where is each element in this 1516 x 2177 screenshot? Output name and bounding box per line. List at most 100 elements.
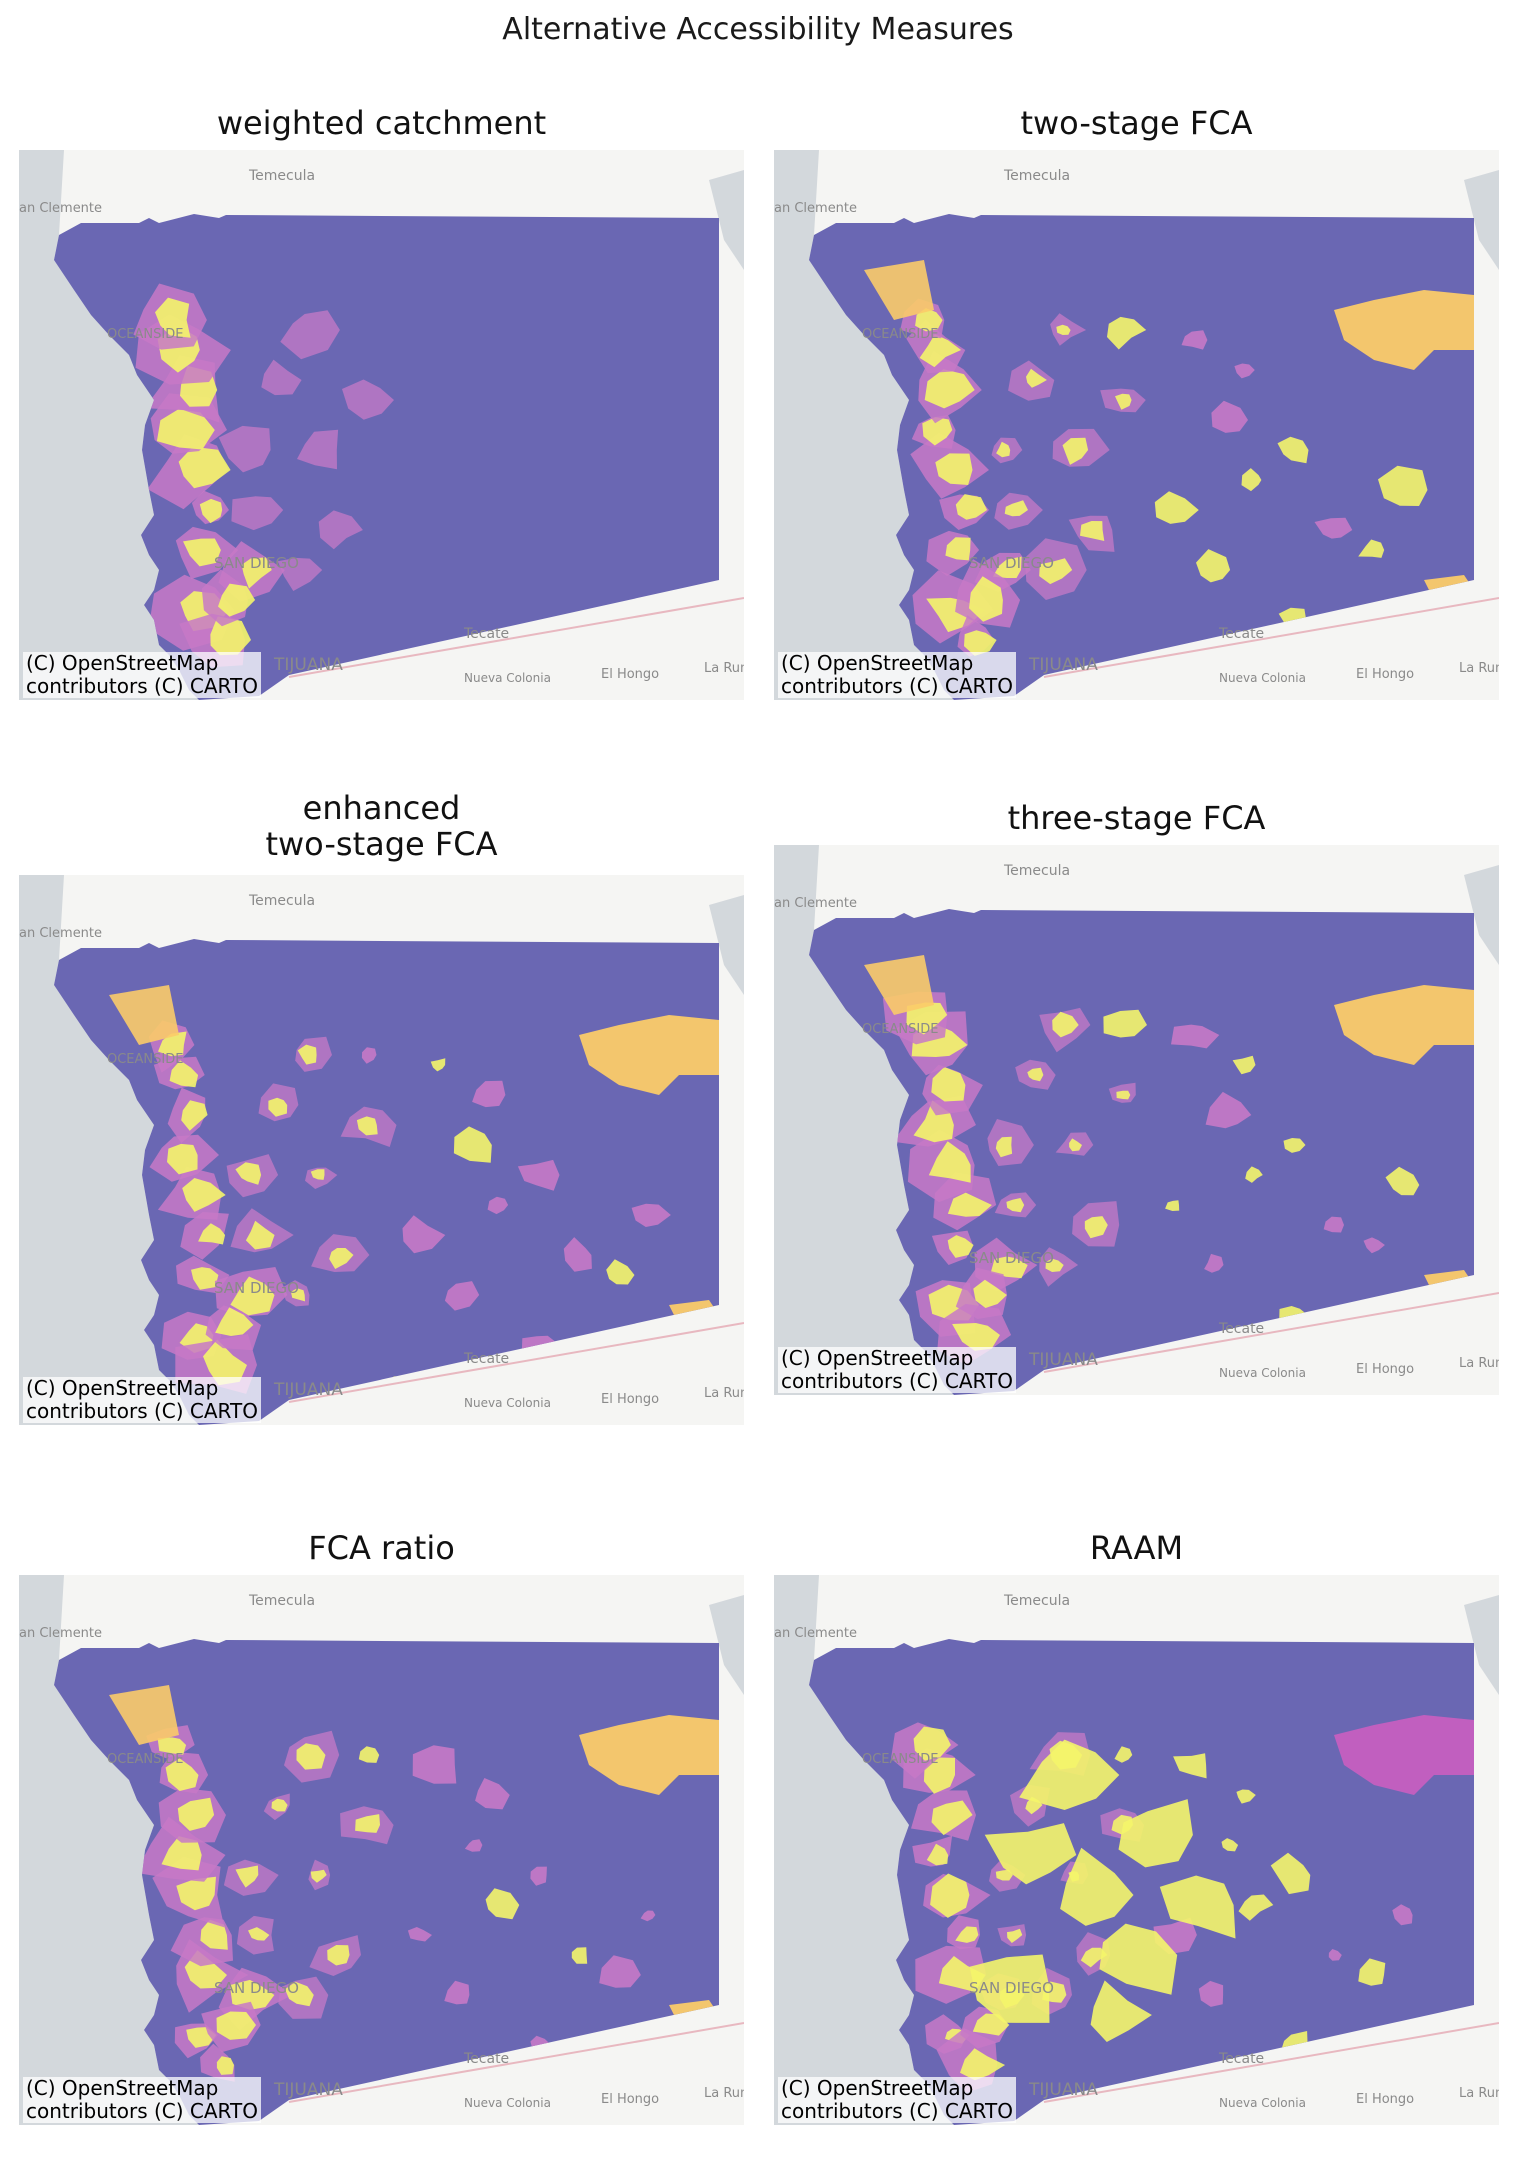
access-patch — [1019, 1739, 1120, 1810]
basemap-label: OCEANSIDE — [107, 1052, 183, 1067]
basemap-label: Temecula — [1003, 1593, 1070, 1609]
access-patch — [218, 425, 271, 473]
basemap-label: La Rumoro — [704, 1386, 744, 1401]
basemap-label: Tecate — [463, 1351, 509, 1367]
access-patch — [924, 369, 975, 409]
basemap-label: SAN DIEGO — [969, 554, 1054, 572]
access-patch — [945, 537, 971, 561]
access-patch — [947, 1235, 974, 1258]
access-patch — [947, 1192, 992, 1217]
access-patch — [930, 1873, 970, 1918]
access-patch — [472, 1080, 506, 1108]
basemap-label: El Hongo — [1356, 667, 1414, 682]
access-patch — [310, 1169, 325, 1180]
basemap-label: an Clemente — [774, 1626, 857, 1641]
access-patch — [640, 1910, 656, 1922]
access-patch — [995, 1136, 1013, 1158]
choropleth-map[interactable]: Temecula an Clemente OCEANSIDE SAN DIEGO Tec… — [19, 875, 744, 1425]
access-patch — [599, 1955, 641, 1988]
access-patch — [913, 1726, 951, 1761]
figure-title: Alternative Accessibility Measures — [502, 12, 1014, 47]
access-patch — [1392, 1904, 1413, 1926]
map-panel-weighted-catchment: weighted catchment Temecula an Clemente OCE… — [19, 105, 744, 725]
access-patch — [1084, 1216, 1108, 1239]
access-patch — [969, 1954, 1050, 2023]
access-patch — [955, 1926, 979, 1943]
access-patch — [356, 1116, 378, 1136]
panel-title: RAAM — [1089, 1529, 1184, 1567]
access-patch — [1211, 400, 1248, 433]
lake-shape — [1464, 170, 1499, 270]
access-patch — [407, 1927, 432, 1942]
access-patch — [1334, 290, 1474, 370]
accessibility-overlay — [891, 1715, 1474, 2109]
access-patch — [277, 557, 323, 591]
panel-title: three-stage FCA — [1007, 799, 1266, 837]
attribution-line-2: contributors (C) CARTO — [26, 1399, 258, 1423]
basemap-label: OCEANSIDE — [862, 1022, 938, 1037]
access-patch — [178, 446, 231, 489]
border-line — [1043, 1292, 1499, 1373]
attribution-line-2: contributors (C) CARTO — [781, 674, 1013, 698]
basemap-label: TIJUANA — [1028, 655, 1098, 675]
basemap-label: Nueva Colonia — [464, 2096, 551, 2110]
panel-title: two-stage FCA — [265, 825, 498, 863]
basemap-label: La Rumoro — [1459, 1356, 1499, 1371]
access-patch — [923, 1757, 955, 1794]
basemap-label: an Clemente — [774, 896, 857, 911]
access-patch — [995, 1869, 1013, 1881]
access-patch — [1314, 517, 1353, 539]
basemap-label: OCEANSIDE — [862, 327, 938, 342]
lake-shape — [709, 170, 744, 270]
access-patch — [177, 1797, 215, 1831]
choropleth-map[interactable]: Temecula an Clemente OCEANSIDE SAN DIEGO Tec… — [774, 845, 1499, 1395]
access-patch — [1107, 316, 1147, 350]
basemap-label: El Hongo — [1356, 1362, 1414, 1377]
basemap-label: La Rumoro — [1459, 2086, 1499, 2101]
basemap-label: Tecate — [463, 626, 509, 642]
attribution-line-2: contributors (C) CARTO — [781, 1369, 1013, 1393]
access-patch — [1232, 1055, 1256, 1075]
basemap-label: SAN DIEGO — [214, 554, 299, 572]
basemap-label: Tecate — [463, 2051, 509, 2067]
access-patch — [169, 1060, 199, 1088]
choropleth-map[interactable]: Temecula an Clemente OCEANSIDE SAN DIEGO Tec… — [19, 150, 744, 700]
access-patch — [475, 1778, 510, 1810]
access-patch — [631, 1203, 671, 1227]
choropleth-map[interactable]: Temecula an Clemente OCEANSIDE SAN DIEGO Tec… — [774, 1575, 1499, 2125]
basemap-label: Temecula — [248, 168, 315, 184]
access-patch — [182, 1178, 226, 1212]
access-patch — [329, 1248, 354, 1269]
basemap-label: El Hongo — [601, 667, 659, 682]
access-patch — [1080, 1947, 1108, 1968]
access-patch — [1245, 1166, 1263, 1183]
access-patch — [960, 2048, 1006, 2081]
access-patch — [1270, 1852, 1311, 1895]
border-line — [288, 597, 744, 678]
basemap-label: Tecate — [1218, 2051, 1264, 2067]
basemap-label: SAN DIEGO — [214, 1979, 299, 1997]
basemap-label: Tecate — [1218, 1321, 1264, 1337]
access-patch — [464, 1839, 483, 1852]
basemap-label: an Clemente — [19, 926, 102, 941]
access-patch — [1060, 1847, 1134, 1926]
basemap-label: El Hongo — [601, 1392, 659, 1407]
access-patch — [158, 1031, 187, 1057]
choropleth-map[interactable]: Temecula an Clemente OCEANSIDE SAN DIEGO Tec… — [774, 150, 1499, 700]
accessibility-overlay — [864, 955, 1474, 1374]
access-patch — [1283, 1138, 1306, 1153]
access-patch — [984, 1823, 1077, 1885]
access-patch — [310, 1869, 327, 1883]
access-patch — [297, 429, 339, 470]
access-patch — [952, 1323, 1000, 1351]
accessibility-overlay — [109, 1685, 719, 2117]
access-patch — [248, 1927, 270, 1941]
map-attribution: (C) OpenStreetMap contributors (C) CARTO — [23, 1377, 261, 1423]
basemap-label: La Rumoro — [1459, 661, 1499, 676]
choropleth-map[interactable]: Temecula an Clemente OCEANSIDE SAN DIEGO Tec… — [19, 1575, 744, 2125]
access-patch — [1006, 1198, 1025, 1213]
map-attribution: (C) OpenStreetMap contributors (C) CARTO — [778, 2077, 1016, 2123]
map-attribution: (C) OpenStreetMap contributors (C) CARTO — [23, 2077, 261, 2123]
border-line — [1043, 2022, 1499, 2103]
panel-title: weighted catchment — [216, 104, 547, 142]
